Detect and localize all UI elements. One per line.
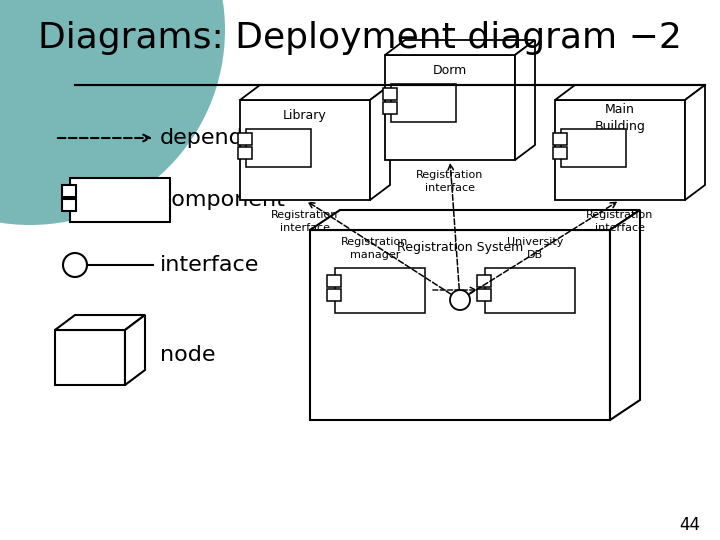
Bar	[328, 289, 341, 301]
Circle shape	[0, 0, 225, 225]
Text: 44: 44	[679, 516, 700, 534]
Circle shape	[450, 290, 470, 310]
Polygon shape	[55, 315, 145, 330]
Bar	[328, 275, 341, 287]
Bar	[238, 147, 252, 159]
Polygon shape	[240, 100, 370, 200]
Text: manager: manager	[350, 250, 400, 260]
Polygon shape	[555, 100, 685, 200]
Bar	[238, 133, 252, 145]
Bar	[485, 267, 575, 313]
Polygon shape	[310, 230, 610, 420]
Text: dependency: dependency	[160, 128, 297, 148]
Circle shape	[63, 253, 87, 277]
Text: interface: interface	[595, 223, 645, 233]
Polygon shape	[610, 210, 640, 420]
Bar	[553, 147, 567, 159]
Bar	[63, 185, 76, 197]
Polygon shape	[555, 85, 705, 100]
Text: Registration: Registration	[416, 170, 484, 180]
Polygon shape	[515, 40, 535, 160]
Text: Registration: Registration	[341, 237, 409, 247]
Text: Registration: Registration	[271, 210, 338, 220]
Bar	[246, 129, 310, 167]
Bar	[70, 178, 170, 222]
Bar	[553, 133, 567, 145]
Text: interface: interface	[280, 223, 330, 233]
Text: University: University	[507, 237, 563, 247]
Polygon shape	[55, 330, 125, 385]
Text: Library: Library	[283, 109, 327, 122]
Polygon shape	[685, 85, 705, 200]
Text: Diagrams: Deployment diagram −2: Diagrams: Deployment diagram −2	[38, 21, 682, 55]
Text: interface: interface	[160, 255, 259, 275]
Text: Dorm: Dorm	[433, 64, 467, 77]
Polygon shape	[310, 210, 640, 230]
Bar	[63, 199, 76, 211]
Text: node: node	[160, 345, 215, 365]
Bar	[335, 267, 425, 313]
Bar	[477, 275, 491, 287]
Bar	[390, 84, 456, 122]
Bar	[383, 103, 397, 114]
Circle shape	[0, 0, 210, 210]
Text: interface: interface	[425, 183, 475, 193]
Polygon shape	[370, 85, 390, 200]
Polygon shape	[385, 55, 515, 160]
Text: Registration System: Registration System	[397, 241, 523, 254]
Polygon shape	[125, 315, 145, 385]
Polygon shape	[385, 40, 535, 55]
Polygon shape	[240, 85, 390, 100]
Bar	[560, 129, 626, 167]
Text: Registration: Registration	[586, 210, 654, 220]
Text: Main
Building: Main Building	[595, 103, 645, 133]
Text: DB: DB	[527, 250, 543, 260]
Text: component: component	[160, 190, 286, 210]
Bar	[383, 88, 397, 100]
Bar	[477, 289, 491, 301]
